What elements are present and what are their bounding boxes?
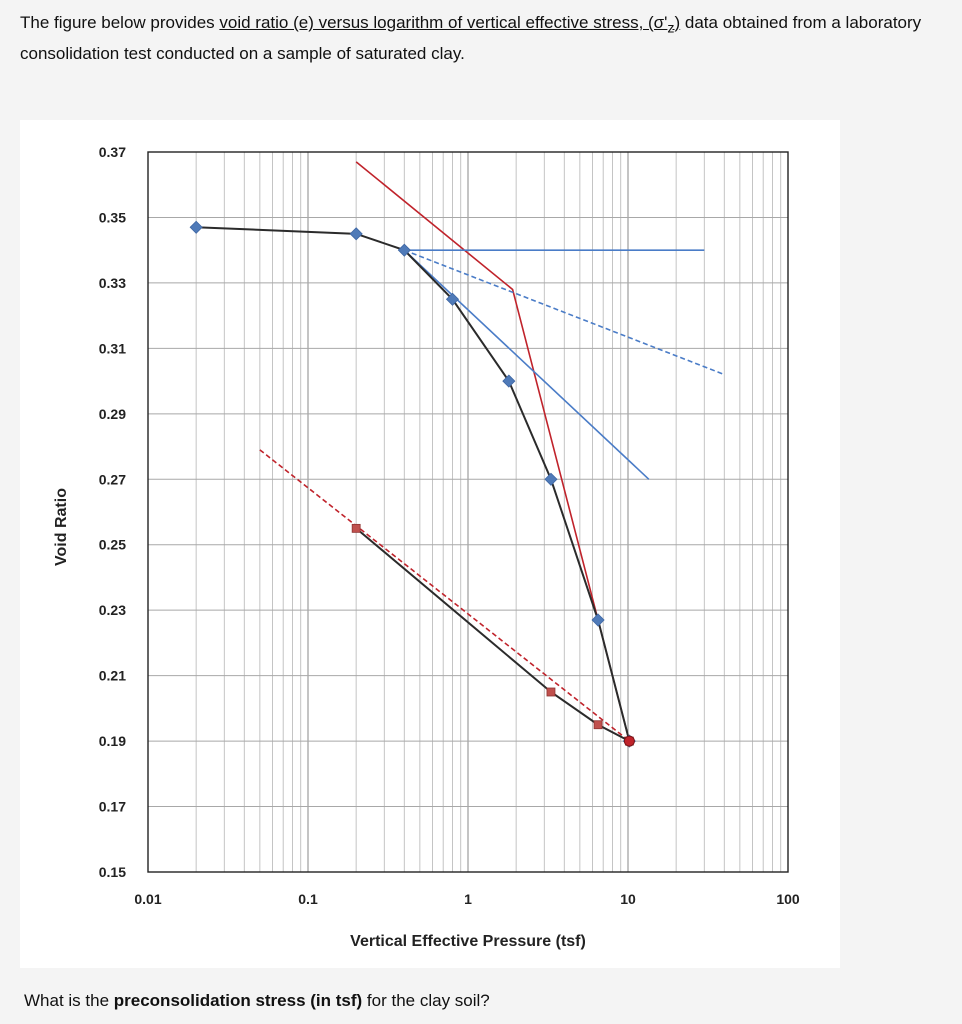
loading-point (349, 227, 363, 241)
y-tick-label: 0.21 (99, 668, 126, 684)
y-tick-label: 0.35 (99, 209, 126, 225)
y-tick-label: 0.33 (99, 275, 126, 291)
intro-link[interactable]: void ratio (e) versus logarithm of verti… (219, 13, 681, 36)
loading-point (397, 243, 411, 257)
plot-frame (147, 151, 789, 873)
chart-svg: 0.15 0.17 0.19 0.21 0.23 0.25 0.27 0.29 0.31 0.33… (53, 144, 800, 950)
unloading-point (593, 720, 603, 730)
construction-line-3 (404, 249, 725, 376)
question-after: for the clay soil? (362, 991, 490, 1010)
end-point-marker (623, 735, 635, 747)
y-tick-label: 0.25 (99, 537, 126, 553)
y-axis-label: Void Ratio (53, 488, 70, 566)
x-tick-label: 0.01 (134, 891, 161, 907)
loading-point (445, 292, 460, 306)
x-tick-label: 1 (464, 891, 472, 907)
y-tick-label: 0.37 (99, 144, 126, 160)
unloading-point (546, 687, 556, 697)
loading-point (544, 472, 558, 486)
y-tick-label: 0.19 (99, 733, 126, 749)
unloading-curve (355, 527, 630, 742)
y-tick-label: 0.29 (99, 406, 126, 422)
question-before: What is the (24, 991, 114, 1010)
loading-point (502, 374, 516, 388)
x-tick-label: 10 (620, 891, 636, 907)
unloading-point (351, 523, 361, 533)
intro-link-text: void ratio (e) versus logarithm of verti… (219, 13, 668, 32)
loading-curve (196, 226, 631, 742)
y-tick-label: 0.23 (99, 602, 126, 618)
construction-line-4 (403, 249, 650, 480)
y-tick-label: 0.17 (99, 799, 126, 815)
construction-line-5 (259, 449, 630, 742)
construction-line-1 (355, 161, 631, 742)
x-tick-label: 0.1 (298, 891, 318, 907)
intro-link-end: ) (674, 13, 681, 32)
y-tick-label: 0.31 (99, 340, 126, 356)
intro-part1: The figure below provides (20, 13, 220, 32)
intro-link-sub: z (667, 20, 675, 37)
x-axis-label: Vertical Effective Pressure (tsf) (350, 933, 586, 950)
loading-point (591, 613, 605, 627)
y-tick-label: 0.27 (99, 471, 126, 487)
y-tick-label: 0.15 (99, 864, 126, 880)
intro-text: The figure below provides void ratio (e)… (20, 10, 945, 66)
x-tick-label: 100 (776, 891, 800, 907)
question-text: What is the preconsolidation stress (in … (24, 988, 490, 1013)
intro-part2: data obtained from a laboratory consolid… (20, 13, 922, 64)
question-bold: preconsolidation stress (in tsf) (113, 991, 363, 1010)
loading-point (189, 220, 203, 234)
consolidation-chart: 0.15 0.17 0.19 0.21 0.23 0.25 0.27 0.29 0.31 0.33… (20, 120, 840, 968)
